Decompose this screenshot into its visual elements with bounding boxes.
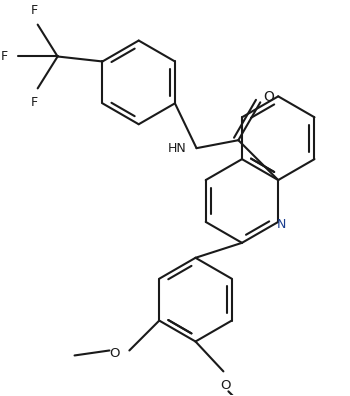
Text: HN: HN: [168, 142, 187, 155]
Text: N: N: [276, 219, 286, 231]
Text: O: O: [109, 347, 119, 360]
Text: F: F: [31, 96, 38, 109]
Text: F: F: [1, 50, 8, 63]
Text: O: O: [263, 90, 274, 105]
Text: O: O: [220, 379, 231, 392]
Text: F: F: [31, 4, 38, 17]
